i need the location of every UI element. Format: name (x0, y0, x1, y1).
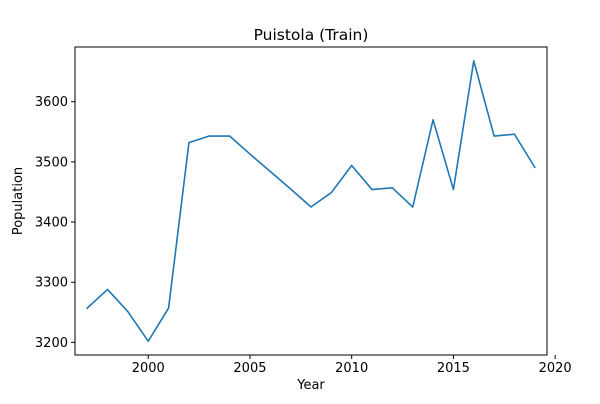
y-tick-label: 3400 (35, 216, 68, 231)
axis-ticks: 2000 2005 2010 2015 2020 3200 3300 3400 3500 3600 (35, 95, 572, 376)
x-tick-label: 2010 (335, 361, 368, 376)
x-axis-label: Year (296, 378, 325, 393)
y-tick-label: 3200 (35, 336, 68, 351)
x-tick-label: 2005 (233, 361, 266, 376)
x-tick-label: 2000 (132, 361, 165, 376)
plot-area (86, 60, 536, 342)
y-axis-label: Population (11, 167, 26, 235)
y-tick-label: 3600 (35, 95, 68, 110)
chart-title: Puistola (Train) (254, 26, 369, 44)
series-line (86, 60, 536, 342)
axes-frame (74, 46, 548, 356)
y-tick-label: 3500 (35, 155, 68, 170)
y-tick-label: 3300 (35, 276, 68, 291)
x-tick-label: 2020 (539, 361, 572, 376)
x-tick-label: 2015 (437, 361, 470, 376)
